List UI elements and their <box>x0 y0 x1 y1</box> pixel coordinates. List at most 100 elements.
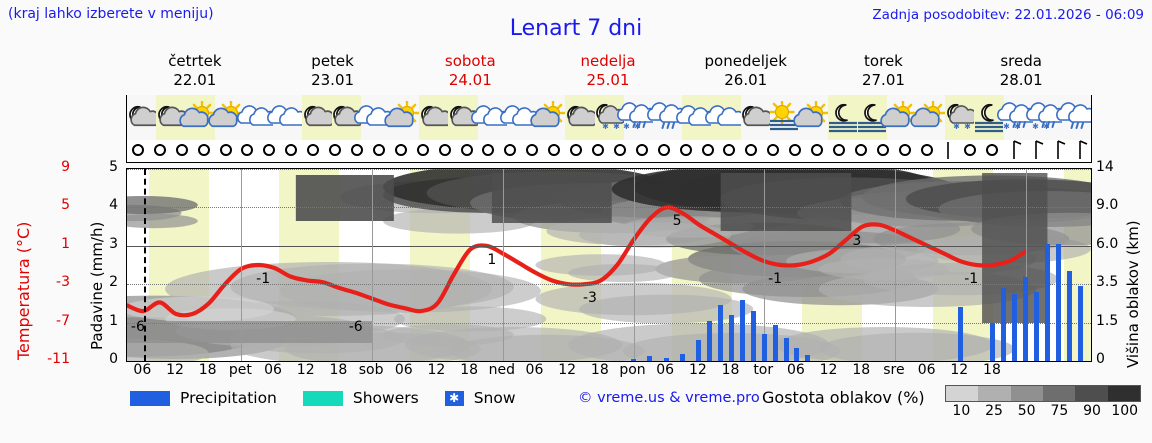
weather-icon-sun-cloud <box>179 100 215 127</box>
wind-barb-26 <box>697 140 719 162</box>
precipitation-bar <box>739 299 745 361</box>
weather-icon-cell-30: ✱ ✱ <box>997 95 1038 140</box>
wind-barb-14 <box>434 140 456 162</box>
cloud-density-scale: 10 25 50 75 90 100 <box>945 385 1141 419</box>
day-boundary-gridline <box>894 169 896 361</box>
svg-text:✱: ✱ <box>1003 122 1010 131</box>
svg-text:✱: ✱ <box>1033 122 1040 131</box>
cloud-density-segment-3 <box>1042 386 1076 401</box>
precipitation-tick: 2 <box>109 274 118 291</box>
wind-barb-16 <box>478 140 500 162</box>
precipitation-tick: 0 <box>109 351 118 367</box>
weather-icon-sun-cloud <box>529 100 566 127</box>
wind-barb-11 <box>368 140 390 162</box>
cloud-density-title: Gostota oblakov (%) <box>762 388 925 407</box>
day-name: četrtek <box>168 52 222 70</box>
weather-icon-cell-9 <box>383 95 420 140</box>
cloud-density-tick: 90 <box>1083 403 1101 419</box>
cloud-density-tick: 10 <box>952 403 971 419</box>
weather-icon-cell-23 <box>792 95 829 140</box>
wind-barb-13 <box>412 140 434 162</box>
temperature-value-label: -1 <box>256 271 271 287</box>
wind-barb-36 <box>916 140 938 162</box>
day-date: 28.01 <box>999 71 1043 89</box>
precipitation-tick: 1 <box>109 312 118 329</box>
weather-icon-strip: ✱ ✱ ✱ ✱ ✱ ✱ ✱ ✱ ✱ ✱ <box>126 95 1092 140</box>
wind-barb-17 <box>499 140 521 162</box>
temperature-curve <box>127 205 1028 318</box>
wind-barb-31 <box>806 140 828 162</box>
legend-label-showers: Showers <box>352 389 419 407</box>
legend-label-snow: Snow <box>473 389 516 407</box>
wind-barb-21 <box>587 140 609 162</box>
temperature-value-label: 5 <box>672 213 682 230</box>
cloud-density-segment-1 <box>978 386 1011 401</box>
cloud-height-tick: 3.5 <box>1096 274 1119 291</box>
x-tick-label: 18 <box>590 362 609 378</box>
cloud-density-tick: 100 <box>1111 403 1139 419</box>
weather-icon-moon-cloud <box>742 105 773 126</box>
snow-swatch: ✱ <box>444 390 464 406</box>
horizontal-gridline <box>127 169 1091 170</box>
legend-label-precipitation: Precipitation <box>180 389 277 407</box>
wind-barb-1 <box>149 140 171 162</box>
precipitation-bar <box>1012 293 1018 361</box>
copyright-link[interactable]: © vreme.us & vreme.pro <box>578 390 760 406</box>
wind-barb-30 <box>784 140 806 162</box>
weather-icon-sun-cloud <box>792 100 829 127</box>
horizontal-gridline <box>127 207 1091 209</box>
precipitation-bar <box>1055 243 1061 361</box>
precipitation-bar <box>805 355 811 361</box>
wind-barb-41 <box>1025 140 1047 162</box>
precipitation-bar <box>680 354 686 361</box>
x-tick-label: 18 <box>198 362 217 378</box>
cloud-height-tick: 0 <box>1096 351 1105 367</box>
x-tick-label: 12 <box>819 362 838 378</box>
wind-barb-8 <box>302 140 324 162</box>
day-boundary-gridline <box>633 169 635 361</box>
precipitation-bar <box>1066 270 1072 361</box>
day-header-2: sobota 24.01 <box>401 52 539 92</box>
temperature-tick: 1 <box>61 235 70 252</box>
precipitation-swatch <box>130 390 170 406</box>
cloud-height-tick: 1.5 <box>1096 312 1119 329</box>
horizontal-gridline <box>127 245 1091 247</box>
precipitation-bar <box>631 359 636 361</box>
x-tick-label: 18 <box>329 362 348 378</box>
wind-barb-39 <box>981 140 1003 162</box>
wind-barb-24 <box>653 140 675 162</box>
temperature-tick: -3 <box>56 274 70 291</box>
cloud-density-tick: 75 <box>1050 403 1069 419</box>
weather-icon-cell-15 <box>565 95 598 140</box>
precipitation-bar <box>663 357 669 361</box>
day-name: petek <box>311 52 354 70</box>
temperature-tick: 9 <box>61 159 70 175</box>
precipitation-bar <box>750 311 756 361</box>
x-tick-label: 06 <box>394 362 413 378</box>
location-menu-note[interactable]: (kraj lahko izberete v meniju) <box>8 6 214 22</box>
temperature-axis-title: Temperatura (°C) <box>14 221 33 360</box>
horizontal-gridline <box>127 322 1091 324</box>
day-name: torek <box>864 52 903 70</box>
page-title: Lenart 7 dni <box>509 16 643 41</box>
day-date: 26.01 <box>724 71 768 89</box>
cloud-height-tick: 6.0 <box>1096 235 1119 252</box>
weather-icon-cell-6 <box>302 95 335 140</box>
temperature-value-label: -3 <box>582 290 597 307</box>
wind-barb-34 <box>872 140 894 162</box>
precipitation-bar <box>957 307 963 361</box>
x-tick-label: 12 <box>558 362 577 378</box>
x-tick-label: 18 <box>983 362 1001 378</box>
x-tick-label: sre <box>883 362 905 378</box>
x-axis-labels: 06 12 18 pet 06 12 18 sob 06 12 18 ned 06 12 18 pon 06 12… <box>126 362 1090 382</box>
wind-barb-32 <box>828 140 850 162</box>
wind-barb-5 <box>237 140 259 162</box>
day-boundary-gridline <box>764 169 766 361</box>
snow-glyph-icon: ✱ <box>449 390 460 405</box>
last-update-stamp: Zadnja posodobitev: 22.01.2026 - 06:09 <box>872 7 1144 23</box>
wind-barb-42 <box>1047 140 1069 162</box>
x-tick-label: 06 <box>786 362 805 378</box>
precipitation-bar <box>1077 286 1083 361</box>
weather-icon-cell-18 <box>646 95 687 140</box>
x-tick-label: 18 <box>852 362 871 378</box>
